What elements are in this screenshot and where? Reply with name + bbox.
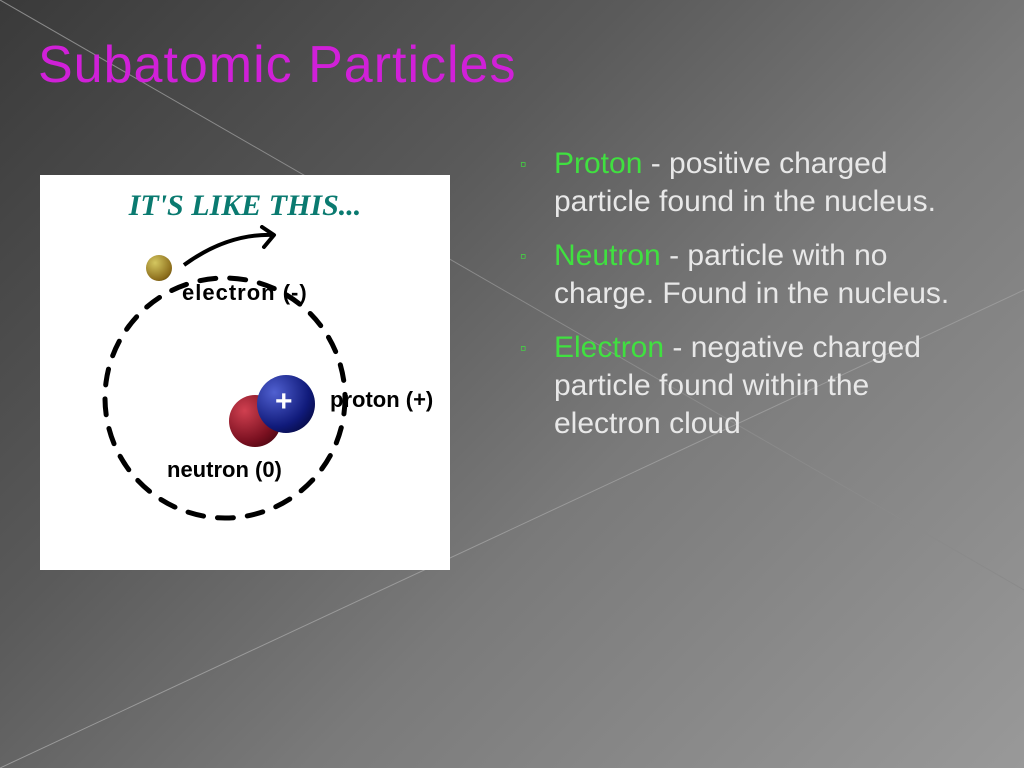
- bullet-list: ▫ Proton - positive charged particle fou…: [520, 145, 980, 459]
- bullet-text: Neutron - particle with no charge. Found…: [554, 237, 980, 313]
- electron-label: electron (-): [182, 280, 308, 306]
- bullet-icon: ▫: [520, 329, 554, 443]
- list-item: ▫ Proton - positive charged particle fou…: [520, 145, 980, 221]
- slide-title: Subatomic Particles: [38, 35, 517, 95]
- atom-diagram: IT'S LIKE THIS... electron (-) + proton …: [40, 175, 450, 570]
- motion-arrow-icon: [178, 225, 288, 275]
- bullet-icon: ▫: [520, 145, 554, 221]
- proton-label: proton (+): [330, 387, 433, 413]
- electron-particle: [146, 255, 172, 281]
- bullet-text: Proton - positive charged particle found…: [554, 145, 980, 221]
- bullet-text: Electron - negative charged particle fou…: [554, 329, 980, 443]
- bullet-icon: ▫: [520, 237, 554, 313]
- plus-icon: +: [275, 385, 293, 419]
- diagram-heading: IT'S LIKE THIS...: [40, 189, 450, 223]
- list-item: ▫ Electron - negative charged particle f…: [520, 329, 980, 443]
- list-item: ▫ Neutron - particle with no charge. Fou…: [520, 237, 980, 313]
- neutron-label: neutron (0): [167, 457, 282, 483]
